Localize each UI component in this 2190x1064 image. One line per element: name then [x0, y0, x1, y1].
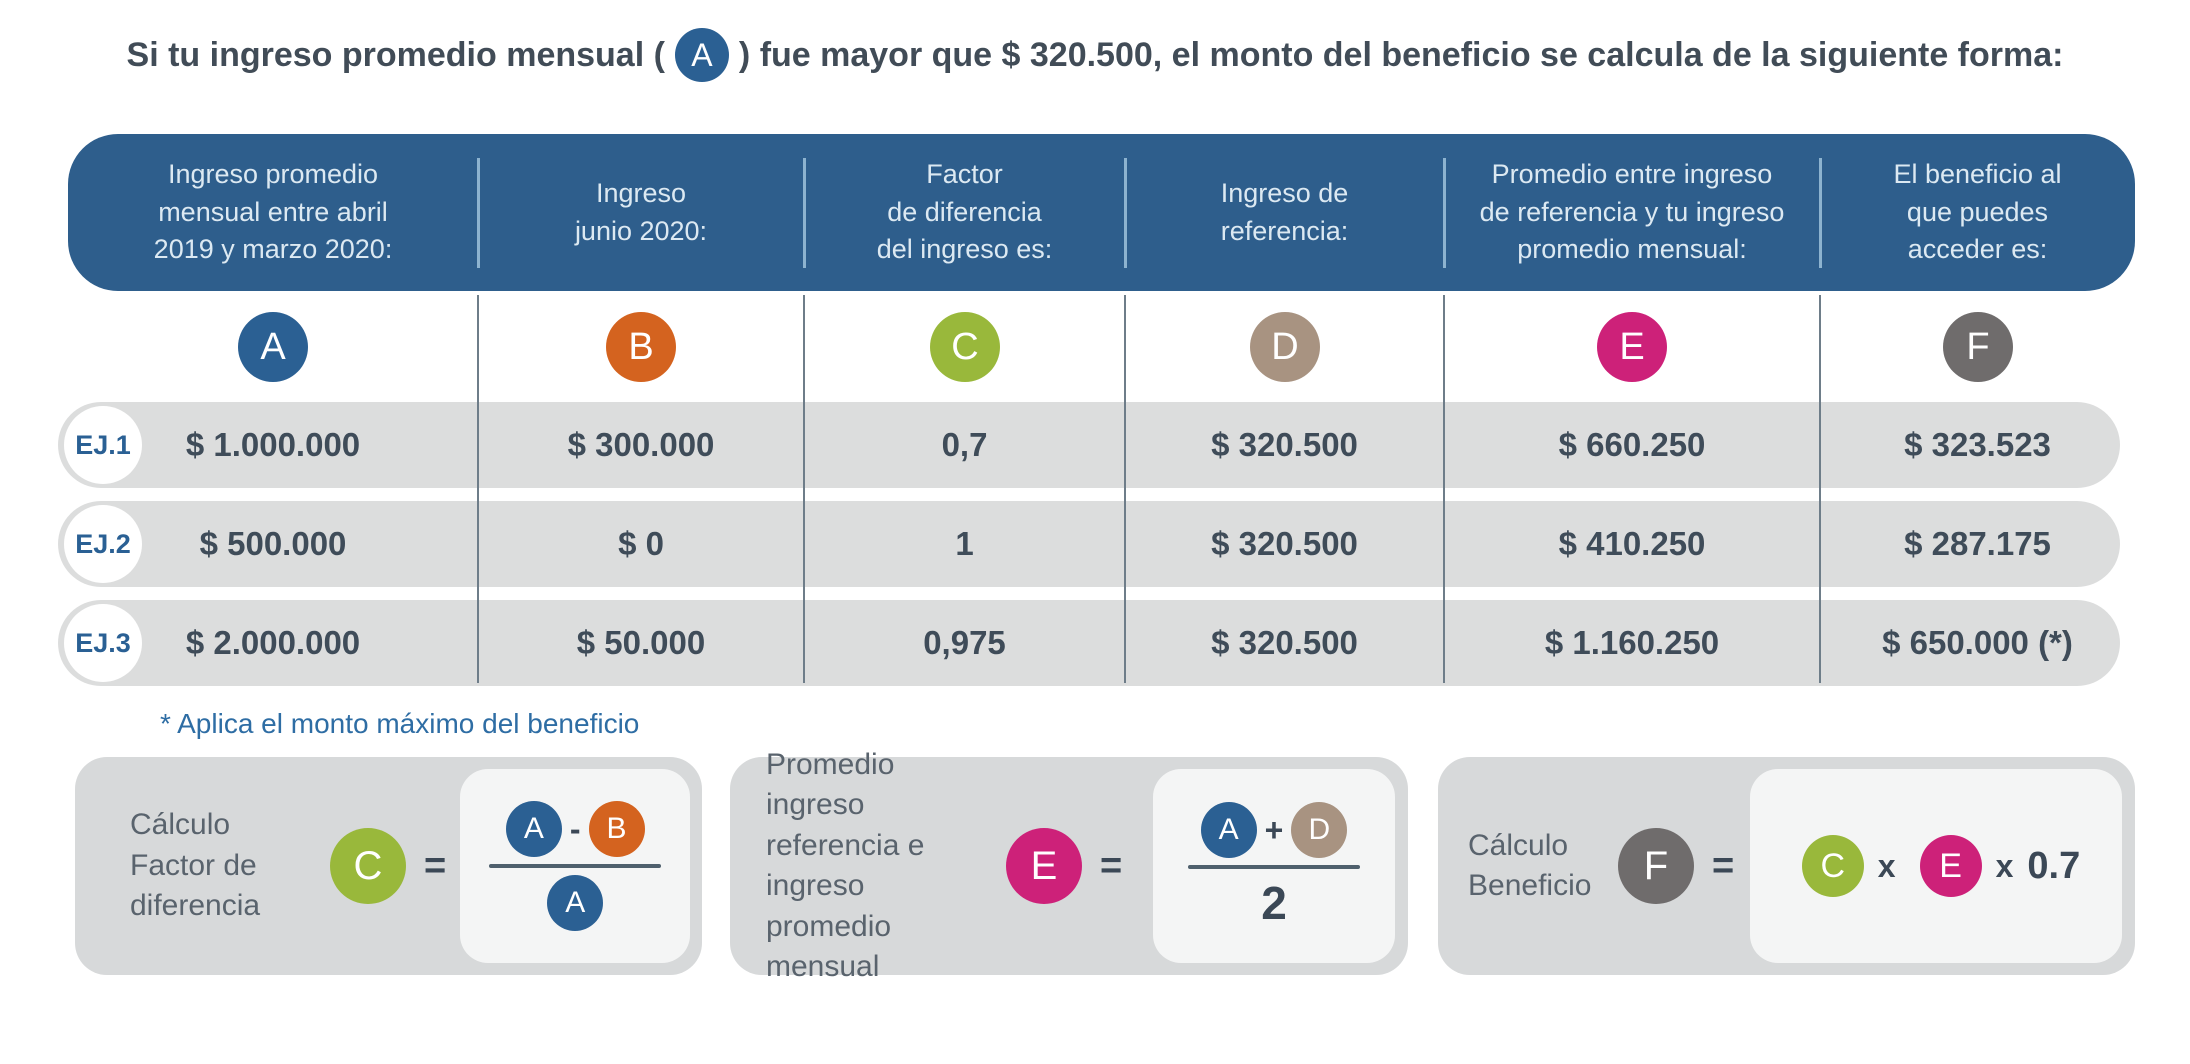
- table-cell: $ 287.175: [1904, 525, 2051, 562]
- c-badge-icon: C: [1801, 835, 1864, 897]
- table-cell: $ 0: [618, 525, 664, 562]
- page-title: Si tu ingreso promedio mensual ( A ) fue…: [0, 22, 2190, 88]
- example-row-3: EJ.3 $ 2.000.000 $ 50.000 0,975 $ 320.50…: [58, 600, 2120, 686]
- formula-card-promedio: Promedio ingreso referencia e ingreso pr…: [730, 748, 1408, 983]
- table-cell: $ 320.500: [1211, 426, 1358, 463]
- multiply-operator: x: [1877, 847, 1896, 884]
- table-cell: 0,975: [923, 624, 1006, 661]
- formula-card-factor: Cálculo Factor de diferencia C = A - B A: [75, 757, 702, 975]
- column-header-ingreso-promedio: Ingreso promedio mensual entre abril 201…: [153, 158, 393, 265]
- table-cell: $ 2.000.000: [185, 624, 361, 661]
- body-column-divider: [803, 295, 805, 683]
- column-badge-b-icon: B: [606, 312, 676, 382]
- table-cell: $ 1.160.250: [1544, 624, 1720, 661]
- card-label: Cálculo Beneficio: [1468, 828, 1592, 903]
- table-cell: 1: [955, 525, 974, 562]
- e-badge-icon: E: [1006, 828, 1082, 904]
- table-cell: $ 50.000: [576, 624, 706, 661]
- table-cell: $ 300.000: [567, 426, 715, 463]
- body-column-divider: [1124, 295, 1126, 683]
- a-badge-icon: A: [674, 28, 729, 82]
- column-header-promedio: Promedio entre ingreso de referencia y t…: [1479, 158, 1785, 265]
- table-cell: $ 650.000 (*): [1882, 624, 2073, 661]
- table-cell: $ 660.250: [1558, 426, 1706, 463]
- example-row-2: EJ.2 $ 500.000 $ 0 1 $ 320.500 $ 410.250…: [58, 501, 2120, 587]
- multiply-operator: x: [1995, 847, 2014, 884]
- table-cell: $ 500.000: [199, 525, 347, 562]
- formula-box: C x E x 0.7: [1750, 769, 2122, 963]
- row-label-badge: EJ.1: [64, 406, 142, 484]
- column-header-ingreso-junio: Ingreso junio 2020:: [574, 177, 708, 246]
- c-badge-icon: C: [330, 828, 406, 904]
- footnote: * Aplica el monto máximo del beneficio: [160, 708, 640, 739]
- column-header-ingreso-referencia: Ingreso de referencia:: [1220, 177, 1349, 246]
- e-badge-icon: E: [1919, 835, 1982, 897]
- column-header-beneficio: El beneficio al que puedes acceder es:: [1893, 158, 2062, 265]
- fraction-line: [489, 864, 662, 868]
- header-column-divider: [803, 158, 806, 268]
- table-cell: $ 320.500: [1211, 525, 1358, 562]
- column-badge-e-icon: E: [1597, 312, 1667, 382]
- body-column-divider: [1819, 295, 1821, 683]
- formula-card-beneficio: Cálculo Beneficio F = C x E x 0.7: [1438, 757, 2135, 975]
- header-column-divider: [1443, 158, 1446, 268]
- body-column-divider: [477, 295, 479, 683]
- header-column-divider: [1124, 158, 1127, 268]
- column-badge-d-icon: D: [1250, 312, 1320, 382]
- card-label: Cálculo Factor de diferencia: [130, 808, 261, 923]
- column-badge-c-icon: C: [930, 312, 1000, 382]
- table-cell: $ 323.523: [1904, 426, 2051, 463]
- row-label-badge: EJ.2: [64, 505, 142, 583]
- example-row-1: EJ.1 $ 1.000.000 $ 300.000 0,7 $ 320.500…: [58, 402, 2120, 488]
- d-badge-icon: D: [1291, 802, 1348, 858]
- card-label: Promedio ingreso referencia e ingreso pr…: [766, 747, 925, 984]
- formula-box: A + D 2: [1153, 769, 1395, 963]
- column-header-factor-diferencia: Factor de diferencia del ingreso es:: [876, 158, 1053, 265]
- minus-operator: -: [569, 810, 581, 847]
- formula-box: A - B A: [460, 769, 691, 963]
- fraction-denominator: A: [547, 875, 604, 931]
- header-column-divider: [477, 158, 480, 268]
- factor-value: 0.7: [2027, 844, 2081, 887]
- equals-sign: =: [1712, 844, 1735, 887]
- table-cell: $ 1.000.000: [185, 426, 361, 463]
- table-cell: 0,7: [941, 426, 988, 463]
- a-badge-icon: A: [1200, 802, 1257, 858]
- equals-sign: =: [1100, 844, 1123, 887]
- column-badge-f-icon: F: [1943, 312, 2013, 382]
- equals-sign: =: [424, 844, 447, 887]
- a-badge-icon: A: [547, 875, 604, 931]
- column-badge-a-icon: A: [238, 312, 308, 382]
- table-cell: $ 410.250: [1558, 525, 1706, 562]
- b-badge-icon: B: [588, 801, 645, 857]
- row-label-badge: EJ.3: [64, 604, 142, 682]
- f-badge-icon: F: [1618, 828, 1694, 904]
- plus-operator: +: [1264, 811, 1284, 848]
- fraction-numerator: A - B: [505, 801, 645, 857]
- body-column-divider: [1443, 295, 1445, 683]
- a-badge-icon: A: [505, 801, 562, 857]
- table-header: Ingreso promedio mensual entre abril 201…: [68, 134, 2135, 291]
- title-suffix: ) fue mayor que $ 320.500, el monto del …: [738, 35, 2064, 74]
- header-column-divider: [1819, 158, 1822, 268]
- table-cell: $ 320.500: [1211, 624, 1358, 661]
- denominator-two: 2: [1261, 877, 1287, 929]
- fraction-denominator: 2: [1261, 876, 1287, 930]
- fraction-line: [1188, 865, 1360, 869]
- title-prefix: Si tu ingreso promedio mensual (: [126, 35, 665, 74]
- fraction-numerator: A + D: [1200, 802, 1348, 858]
